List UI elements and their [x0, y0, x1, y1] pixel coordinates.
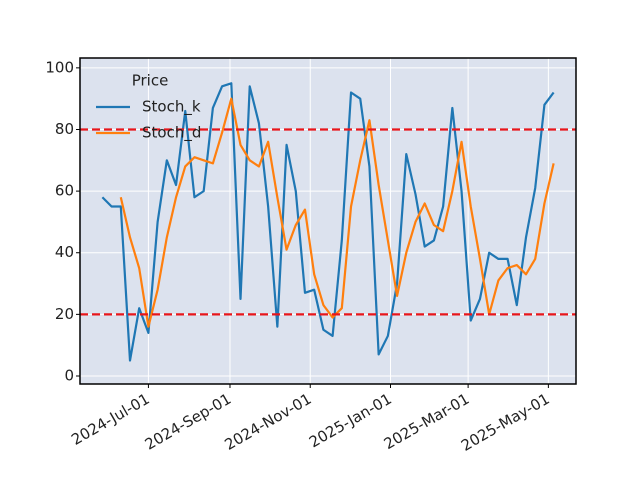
- y-tick-label: 40: [55, 243, 74, 261]
- legend-title: Price: [132, 72, 169, 90]
- y-tick-label: 20: [55, 305, 74, 323]
- x-tick-label: 2024-Jul-01: [68, 390, 152, 449]
- x-tick-label: 2024-Sep-01: [142, 390, 234, 454]
- legend-label: Stoch_d: [142, 124, 201, 143]
- plot-frame: [79, 57, 577, 385]
- series-line: [101, 82, 555, 362]
- x-tick-label: 2025-Jan-01: [306, 390, 395, 452]
- y-tick-label: 0: [64, 366, 74, 384]
- x-tick-label: 2024-Nov-01: [222, 390, 315, 454]
- x-tick-label: 2025-Mar-01: [381, 390, 473, 453]
- y-tick-label: 60: [55, 182, 74, 200]
- series-line: [119, 97, 555, 328]
- x-tick-label: 2025-May-01: [458, 390, 553, 455]
- legend: Price Stoch_k Stoch_d: [96, 72, 201, 143]
- y-tick-label: 100: [45, 58, 74, 76]
- legend-label: Stoch_k: [142, 98, 201, 117]
- y-tick-label: 80: [55, 120, 74, 138]
- plot-background: [80, 58, 576, 384]
